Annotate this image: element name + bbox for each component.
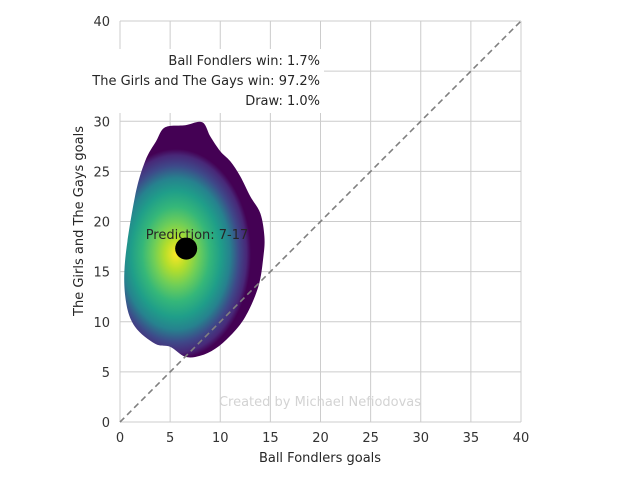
y-tick-label-4: 20	[93, 216, 110, 231]
annotation-draw: Draw: 1.0%	[245, 94, 320, 109]
density-region	[124, 121, 265, 358]
watermark: Created by Michael Nefiodovas	[219, 395, 421, 410]
annotation-box	[88, 49, 324, 113]
diagonal-line	[119, 20, 522, 423]
x-tick-label-4: 20	[312, 431, 329, 446]
y-tick-label-8: 40	[93, 15, 110, 30]
y-tick-label-1: 5	[102, 366, 110, 381]
prediction-point	[175, 237, 198, 260]
x-tick-label-2: 10	[212, 431, 229, 446]
annotation-away: The Girls and The Gays win: 97.2%	[91, 74, 320, 89]
x-tick-label-0: 0	[116, 431, 124, 446]
x-axis-label: Ball Fondlers goals	[259, 451, 381, 466]
annotations: Ball Fondlers win: 1.7% The Girls and The…	[88, 49, 324, 113]
prediction-label: Prediction: 7-17	[146, 228, 249, 243]
y-tick-label-6: 30	[93, 115, 110, 130]
y-tick-label-5: 25	[93, 165, 110, 180]
annotation-home: Ball Fondlers win: 1.7%	[168, 54, 320, 69]
x-tick-label-8: 40	[513, 431, 530, 446]
y-axis-label: The Girls and The Gays goals	[72, 126, 87, 317]
x-tick-label-7: 35	[463, 431, 480, 446]
x-tick-label-3: 15	[262, 431, 279, 446]
x-tick-label-1: 5	[166, 431, 174, 446]
x-tick-label-6: 30	[412, 431, 429, 446]
x-tick-label-5: 25	[362, 431, 379, 446]
y-tick-label-0: 0	[102, 416, 110, 431]
x-tick-labels: 0 5 10 15 20 25 30 35 40	[116, 431, 529, 446]
y-tick-label-3: 15	[93, 266, 110, 281]
y-tick-label-2: 10	[93, 316, 110, 331]
